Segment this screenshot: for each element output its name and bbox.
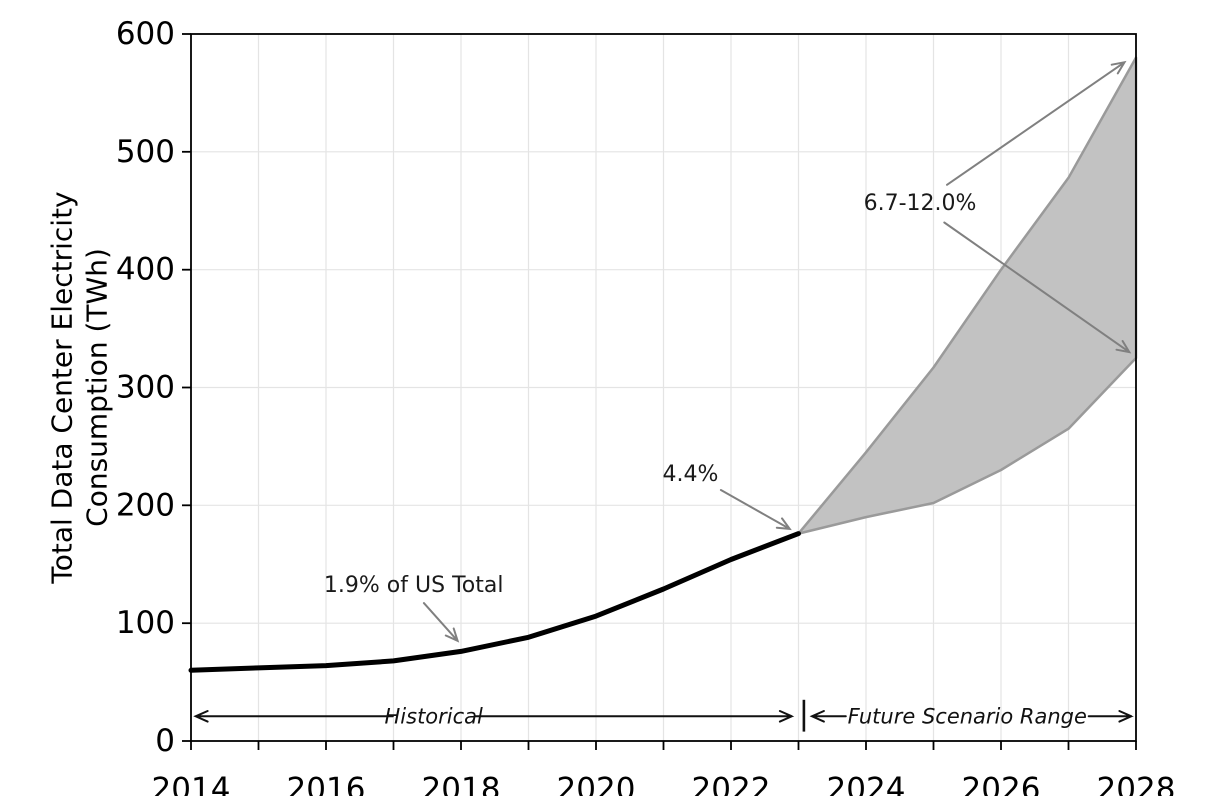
annotation-arrow-us-share-2018: [422, 602, 460, 643]
x-tick-label: 2022: [692, 771, 771, 796]
span-arrow-right-historical-span: [473, 710, 795, 723]
annotation-us-share-2028: 6.7-12.0%: [864, 191, 977, 216]
y-tick-label: 200: [116, 487, 175, 523]
x-tick-label: 2018: [422, 771, 501, 796]
annotation-arrow-us-share-2028: [946, 60, 1127, 186]
y-axis-label-line1: Total Data Center Electricity: [46, 191, 79, 584]
annotation-us-share-2023: 4.4%: [663, 462, 719, 487]
y-tick-label: 300: [116, 370, 175, 406]
annotation-arrow-us-share-2028: [943, 221, 1132, 354]
annotation-us-share-2018: 1.9% of US Total: [324, 573, 504, 598]
x-tick-label: 2014: [152, 771, 231, 796]
span-label-future-span: Future Scenario Range: [848, 704, 1087, 728]
y-tick-label: 0: [155, 723, 175, 759]
y-tick-label: 600: [116, 16, 175, 52]
x-tick-label: 2024: [827, 771, 906, 796]
span-arrow-left-historical-span: [193, 710, 394, 723]
y-tick-label: 500: [116, 134, 175, 170]
future-scenario-band: [797, 56, 1138, 535]
x-tick-label: 2026: [962, 771, 1041, 796]
x-tick-label: 2016: [287, 771, 366, 796]
annotation-arrow-us-share-2023: [719, 489, 792, 531]
y-axis-label-line2: Consumption (TWh): [81, 248, 114, 527]
historical-line: [188, 531, 801, 673]
x-tick-label: 2028: [1097, 771, 1176, 796]
y-tick-label: 100: [116, 605, 175, 641]
span-arrow-right-future-span: [1087, 710, 1134, 723]
span-label-historical-span: Historical: [385, 704, 484, 728]
y-tick-label: 400: [116, 252, 175, 288]
span-arrow-left-future-span: [809, 710, 847, 723]
x-tick-label: 2020: [557, 771, 636, 796]
